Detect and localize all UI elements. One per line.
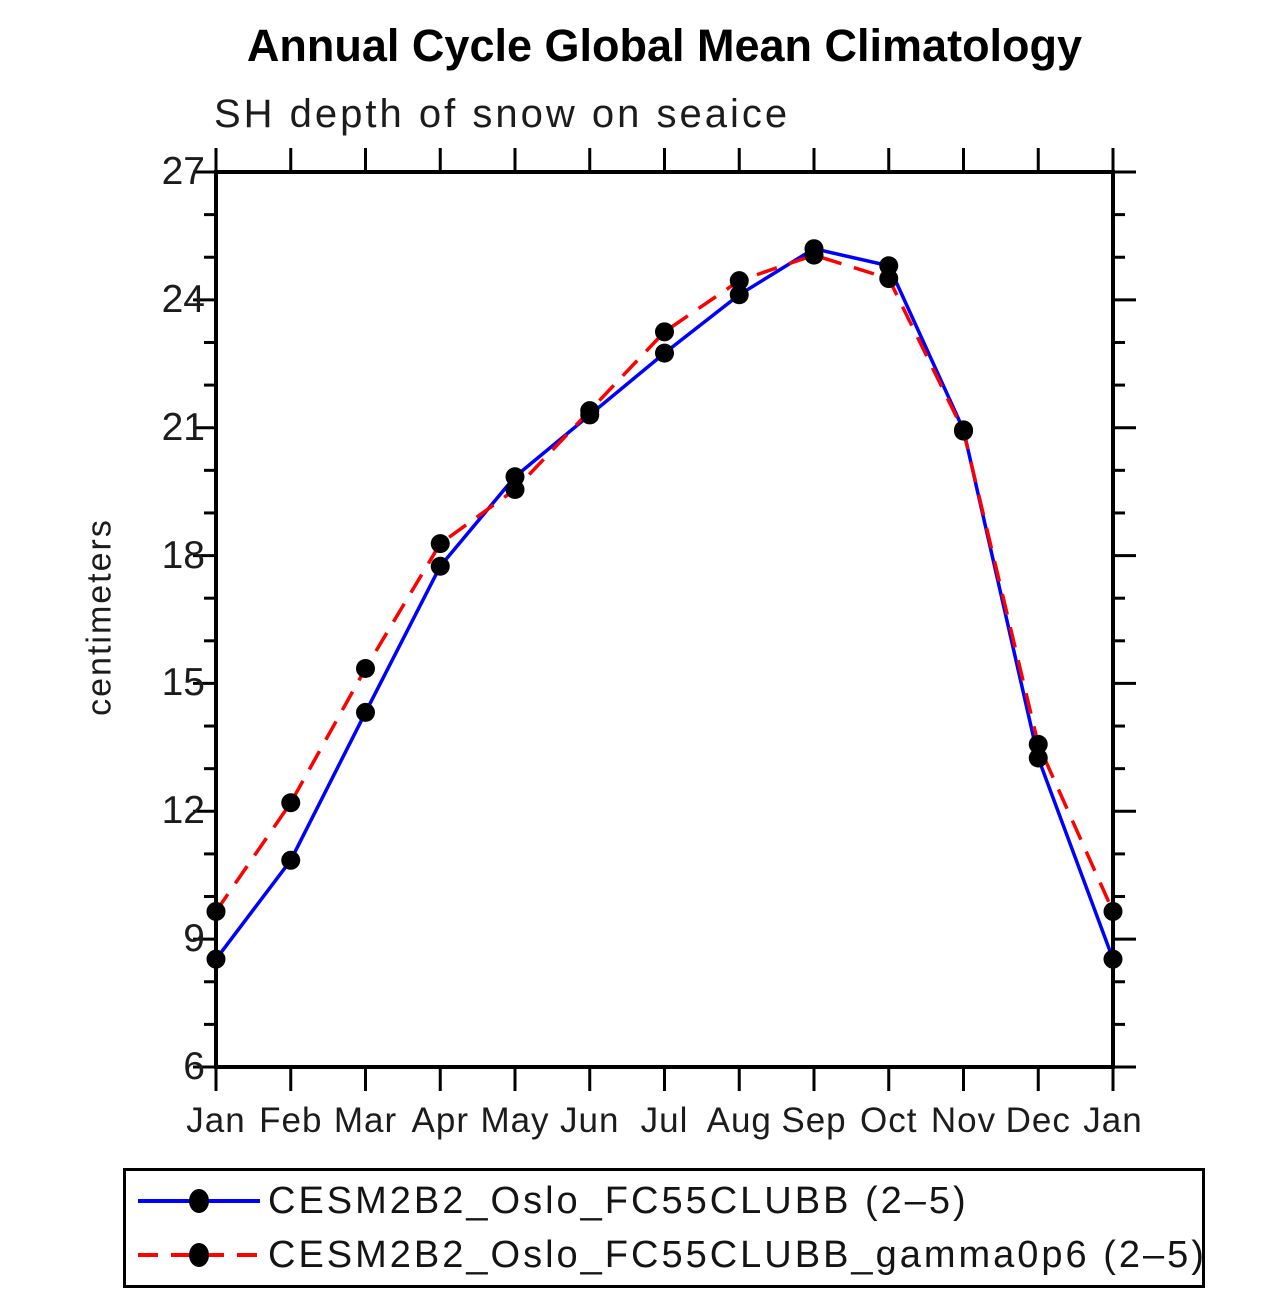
data-point-series-2-Dec (1028, 734, 1048, 754)
legend-marker-dot (189, 1189, 209, 1213)
x-tick-label-6-Jul: Jul (640, 1101, 689, 1140)
legend-row-series-1: CESM2B2_Oslo_FC55CLUBB (2–5) (126, 1174, 1202, 1228)
legend-marker-dot (189, 1243, 209, 1267)
chart-subtitle: SH depth of snow on seaice (214, 92, 791, 136)
data-point-series-1-Jan (206, 949, 226, 969)
data-point-series-1-Mar (356, 702, 375, 722)
legend-sample-solid-line (138, 1189, 260, 1213)
data-point-series-2-Jan (206, 901, 226, 921)
data-point-series-2-Oct (879, 269, 899, 289)
data-point-series-2-Jun (580, 401, 600, 421)
axis-frame (214, 170, 1115, 1069)
data-point-series-1-Dec (1028, 748, 1048, 768)
data-point-series-2-Jul (655, 322, 674, 342)
y-tick-label-24: 24 (161, 277, 205, 321)
data-point-series-2-Mar (356, 659, 375, 679)
y-tick-label-12: 12 (161, 789, 205, 833)
data-point-series-2-Feb (281, 793, 301, 813)
data-point-series-2-Sep (804, 245, 824, 265)
legend-label-series-1: CESM2B2_Oslo_FC55CLUBB (2–5) (268, 1179, 969, 1222)
data-point-series-1-Feb (281, 850, 301, 870)
legend-box: CESM2B2_Oslo_FC55CLUBB (2–5) CESM2B2_Osl… (123, 1168, 1205, 1288)
y-tick-label-18: 18 (161, 533, 205, 577)
x-tick-label-10-Nov: Nov (930, 1101, 997, 1140)
data-point-series-2-Aug (729, 271, 749, 291)
legend-sample-dashed-line (138, 1243, 260, 1267)
x-tick-label-7-Aug: Aug (706, 1101, 772, 1140)
data-point-series-1-Aug (729, 285, 749, 305)
legend-label-series-2: CESM2B2_Oslo_FC55CLUBB_gamma0p6 (2–5) (268, 1233, 1207, 1276)
x-tick-label-12-Jan: Jan (1083, 1101, 1143, 1140)
x-tick-label-3-Apr: Apr (411, 1101, 469, 1140)
data-point-series-1-Jul (655, 343, 674, 363)
x-tick-label-9-Oct: Oct (860, 1101, 918, 1140)
x-tick-label-5-Jun: Jun (560, 1101, 620, 1140)
x-tick-label-4-May: May (480, 1101, 550, 1140)
data-point-series-2-May (505, 480, 525, 500)
y-tick-label-21: 21 (161, 405, 205, 449)
y-tick-label-15: 15 (161, 661, 205, 705)
x-tick-label-11-Dec: Dec (1005, 1101, 1071, 1140)
data-point-series-1-Apr (430, 556, 450, 576)
data-point-series-2-Apr (430, 534, 450, 554)
data-point-series-1-Jan (1103, 949, 1123, 969)
x-tick-label-2-Mar: Mar (333, 1101, 398, 1140)
legend-row-series-2: CESM2B2_Oslo_FC55CLUBB_gamma0p6 (2–5) (126, 1228, 1204, 1282)
data-point-series-2-Jan (1103, 901, 1123, 921)
chart-title: Annual Cycle Global Mean Climatology (246, 20, 1083, 71)
x-tick-label-0-Jan: Jan (186, 1101, 246, 1140)
y-tick-label-27: 27 (161, 150, 205, 193)
x-tick-label-1-Feb: Feb (259, 1101, 323, 1140)
y-tick-label-6: 6 (183, 1045, 205, 1088)
x-tick-label-8-Sep: Sep (781, 1101, 847, 1140)
y-tick-label-9: 9 (183, 917, 205, 961)
data-point-series-2-Nov (954, 421, 973, 441)
